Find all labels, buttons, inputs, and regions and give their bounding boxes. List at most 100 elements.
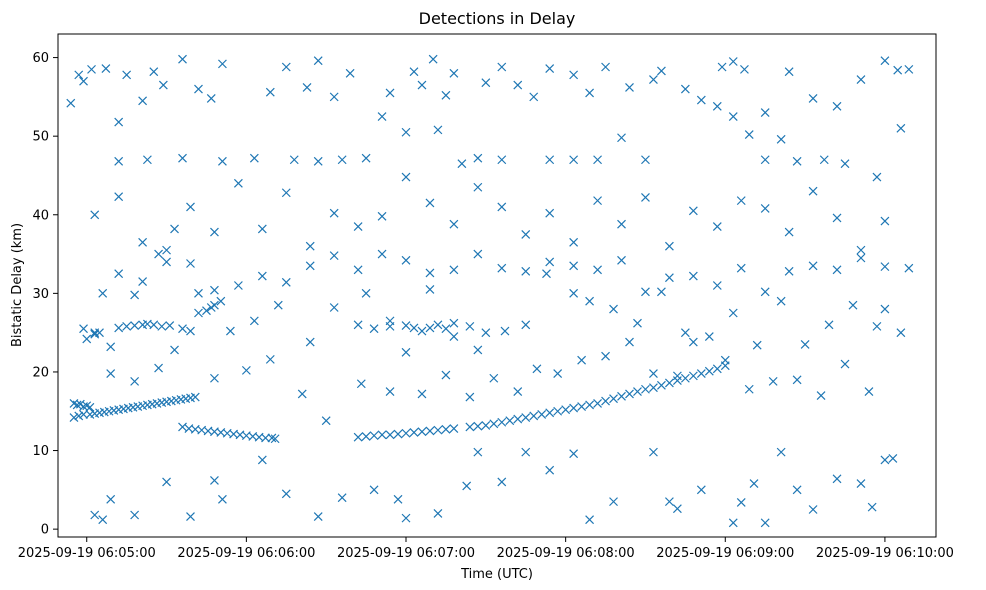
data-point — [712, 222, 722, 231]
data-point — [553, 406, 563, 416]
data-point — [210, 475, 219, 485]
data-point — [69, 413, 79, 422]
data-point — [497, 263, 507, 273]
data-point — [361, 431, 371, 441]
data-point — [329, 251, 339, 261]
data-point — [473, 249, 483, 259]
data-point — [749, 479, 759, 488]
data-point — [142, 155, 152, 165]
data-point — [345, 68, 355, 78]
data-point — [649, 447, 658, 457]
data-point — [79, 409, 88, 419]
data-point — [417, 427, 427, 437]
data-point — [593, 398, 602, 408]
data-point — [696, 95, 706, 105]
data-point — [625, 83, 634, 92]
data-point — [465, 321, 475, 331]
data-point — [190, 392, 200, 402]
data-point — [792, 375, 802, 385]
data-point — [545, 408, 555, 418]
data-point — [462, 481, 472, 491]
data-point — [569, 261, 579, 271]
data-point — [760, 155, 770, 165]
data-point — [74, 70, 84, 80]
data-point — [218, 59, 227, 69]
data-point — [680, 328, 690, 338]
data-point — [542, 269, 551, 279]
data-point — [513, 387, 523, 397]
data-point — [82, 334, 92, 344]
data-point — [98, 288, 108, 298]
data-point — [210, 285, 219, 295]
data-point — [401, 172, 411, 182]
data-point — [281, 188, 291, 198]
data-point — [186, 202, 195, 212]
data-point — [401, 428, 411, 438]
data-point — [449, 219, 459, 229]
data-point — [157, 321, 167, 331]
data-point — [66, 98, 76, 108]
data-point — [577, 355, 587, 365]
data-point — [473, 447, 483, 457]
data-point — [688, 206, 698, 216]
data-point — [138, 277, 148, 286]
data-point — [114, 156, 124, 166]
data-point — [409, 67, 419, 77]
data-point — [585, 515, 595, 525]
data-point — [856, 75, 866, 85]
data-point — [893, 65, 903, 75]
data-point — [872, 321, 882, 331]
data-point — [433, 508, 443, 518]
data-point — [329, 92, 339, 102]
data-point — [672, 504, 682, 514]
data-point — [800, 340, 810, 349]
data-point — [521, 413, 531, 422]
data-point — [106, 494, 116, 504]
data-point — [449, 318, 459, 328]
data-point — [521, 320, 531, 330]
data-point — [401, 347, 411, 357]
data-point — [385, 316, 395, 326]
data-point — [85, 402, 95, 412]
data-point — [369, 431, 379, 441]
data-point — [441, 90, 451, 100]
data-point — [816, 391, 826, 400]
data-point — [625, 389, 634, 399]
data-point — [353, 432, 363, 442]
data-point — [776, 447, 786, 457]
data-point — [465, 422, 475, 432]
data-point — [481, 420, 491, 430]
data-point — [513, 80, 523, 90]
data-point — [401, 255, 411, 265]
data-point — [704, 332, 714, 342]
data-point — [449, 68, 459, 78]
data-point — [257, 455, 267, 465]
data-point — [712, 101, 722, 111]
x-axis-label: Time (UTC) — [460, 567, 533, 582]
data-point — [353, 320, 363, 330]
data-point — [720, 355, 730, 365]
data-point — [473, 421, 483, 431]
x-tick-label: 2025-09-19 06:09:00 — [656, 546, 794, 561]
data-point — [218, 494, 227, 504]
data-point — [90, 329, 100, 339]
data-point — [122, 70, 132, 80]
data-point — [369, 485, 379, 495]
data-point — [641, 193, 650, 202]
data-point — [433, 125, 443, 135]
data-point — [832, 265, 842, 275]
data-point — [657, 380, 666, 390]
y-axis-label: Bistatic Delay (km) — [10, 223, 25, 347]
data-point — [867, 502, 877, 512]
data-point — [532, 364, 542, 374]
data-point — [122, 321, 132, 331]
data-point — [417, 326, 427, 336]
y-tick-label: 60 — [32, 51, 49, 66]
data-point — [449, 424, 459, 433]
data-point — [114, 269, 124, 279]
data-point — [457, 159, 467, 169]
data-point — [270, 434, 280, 444]
data-point — [114, 192, 124, 202]
data-point — [449, 332, 459, 342]
